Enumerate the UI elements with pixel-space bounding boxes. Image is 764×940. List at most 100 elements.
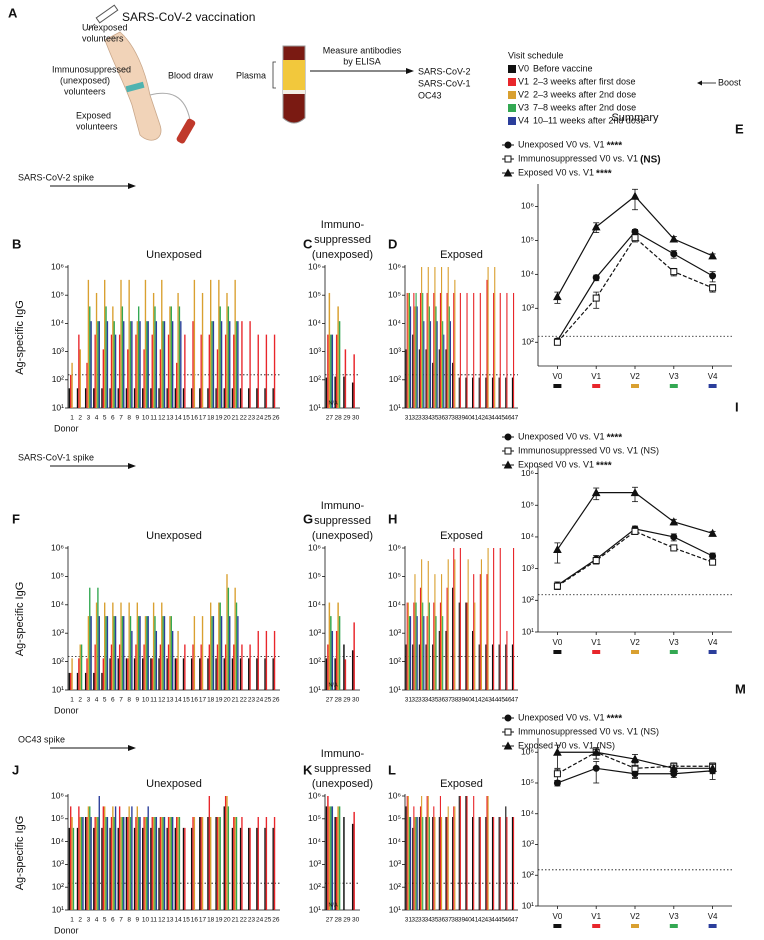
row-label: SARS-CoV-1 spike <box>18 452 94 462</box>
x-tick-label: 18 <box>207 697 215 704</box>
data-point <box>591 747 601 756</box>
bar <box>152 602 155 690</box>
bar <box>72 827 75 910</box>
y-tick-label: 10² <box>309 881 321 891</box>
y-tick-label: 10¹ <box>52 904 64 914</box>
bar <box>154 616 156 690</box>
bar <box>419 587 422 690</box>
bar <box>256 658 258 690</box>
bar <box>414 306 416 408</box>
x-tick-label: 31 <box>405 697 413 704</box>
legend-entry: Exposed V0 vs. V1 <box>518 167 594 177</box>
legend-marker <box>504 728 512 736</box>
bar <box>155 630 158 690</box>
bar <box>418 644 420 690</box>
x-tick-label: 35 <box>431 415 439 422</box>
bar <box>325 658 328 690</box>
bar <box>473 796 475 910</box>
visit-label: 2–3 weeks after first dose <box>533 76 636 86</box>
x-tick-label: 14 <box>174 697 182 704</box>
panel-letter: D <box>388 236 397 251</box>
bar <box>110 334 113 408</box>
bar <box>113 816 115 910</box>
bar <box>441 267 443 408</box>
bar <box>334 376 336 408</box>
bar <box>325 377 328 408</box>
x-tick-label: 42 <box>478 917 486 924</box>
x-tick-label: 6 <box>111 917 115 924</box>
bar <box>443 334 445 408</box>
data-point <box>630 191 640 200</box>
bar <box>215 658 217 690</box>
bar <box>434 267 436 408</box>
bar <box>154 816 156 910</box>
bar <box>428 816 430 910</box>
bar <box>169 816 171 910</box>
panel-title: Unexposed <box>146 249 202 261</box>
visit-label: Before vaccine <box>533 63 593 73</box>
bar <box>215 388 217 408</box>
bar <box>223 388 225 408</box>
bar <box>239 827 242 910</box>
x-tick-label: 15 <box>183 415 191 422</box>
y-tick-label: 10⁶ <box>521 746 534 756</box>
bar <box>78 334 80 408</box>
y-tick-label: 10³ <box>389 346 401 356</box>
y-tick-label: 10² <box>522 337 534 347</box>
bar <box>176 658 178 690</box>
bar <box>136 806 138 910</box>
bar <box>128 806 130 910</box>
significance: **** <box>596 461 612 472</box>
x-tick-swatch <box>631 650 639 654</box>
bar <box>94 334 96 408</box>
bar <box>118 644 121 690</box>
bar <box>110 644 113 690</box>
bar <box>95 816 98 910</box>
method-label: Measure antibodies <box>323 45 402 55</box>
y-tick-label: 10⁴ <box>521 531 534 541</box>
bar <box>109 388 111 408</box>
bar <box>335 816 338 910</box>
y-tick-label: 10² <box>522 869 534 879</box>
bar <box>465 377 467 408</box>
bar <box>147 806 149 910</box>
bar <box>150 658 152 690</box>
group-label: volunteers <box>82 33 124 43</box>
bar <box>257 630 259 690</box>
bar <box>207 658 209 690</box>
bar <box>505 377 507 408</box>
y-tick-label: 10⁴ <box>388 836 401 846</box>
bar <box>445 630 447 690</box>
bar <box>199 658 201 690</box>
x-tick-label: V1 <box>591 372 601 381</box>
x-tick-label: 44 <box>491 415 499 422</box>
bar <box>143 644 145 690</box>
y-tick-label: 10³ <box>309 859 321 869</box>
bar <box>174 827 177 910</box>
bar <box>441 574 443 690</box>
bar <box>409 816 412 910</box>
bar <box>413 602 415 690</box>
data-point <box>553 545 562 554</box>
bar <box>499 548 501 690</box>
data-point <box>709 272 717 280</box>
bar <box>343 644 345 690</box>
x-tick-label: 3 <box>87 917 91 924</box>
x-tick-label: 5 <box>103 697 107 704</box>
bar <box>445 349 447 408</box>
y-tick-label: 10² <box>389 656 401 666</box>
bar <box>137 306 140 408</box>
bar <box>211 321 213 408</box>
data-point <box>669 517 679 526</box>
data-point <box>591 222 601 231</box>
bar <box>264 658 266 690</box>
bar <box>212 616 215 690</box>
panel-title: suppressed <box>314 763 371 775</box>
bar <box>136 321 138 408</box>
bar <box>331 334 334 408</box>
x-tick-label: 23 <box>248 917 256 924</box>
data-point <box>592 294 600 302</box>
bar <box>76 672 79 690</box>
bar <box>330 334 332 408</box>
